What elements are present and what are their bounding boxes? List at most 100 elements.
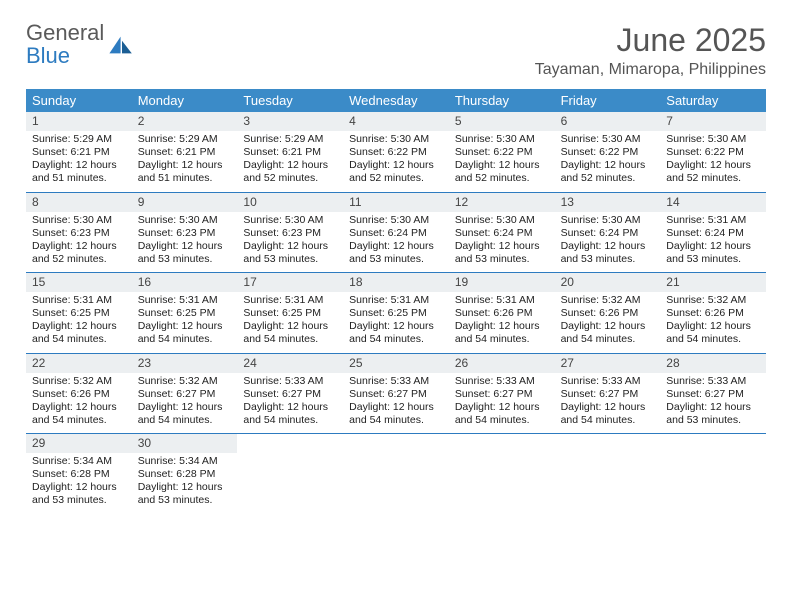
daylight-text: Daylight: 12 hours and 52 minutes. xyxy=(561,159,655,185)
sunset-text: Sunset: 6:27 PM xyxy=(349,388,443,401)
daylight-text: Daylight: 12 hours and 54 minutes. xyxy=(455,401,549,427)
day-details: Sunrise: 5:34 AMSunset: 6:28 PMDaylight:… xyxy=(26,455,132,508)
day-details: Sunrise: 5:32 AMSunset: 6:26 PMDaylight:… xyxy=(555,294,661,347)
weekday-header: Wednesday xyxy=(343,89,449,112)
sunset-text: Sunset: 6:27 PM xyxy=(243,388,337,401)
sunrise-text: Sunrise: 5:32 AM xyxy=(32,375,126,388)
calendar-day-cell: 13Sunrise: 5:30 AMSunset: 6:24 PMDayligh… xyxy=(555,193,661,273)
day-number: 22 xyxy=(26,354,132,373)
day-number: 28 xyxy=(660,354,766,373)
day-details: Sunrise: 5:30 AMSunset: 6:22 PMDaylight:… xyxy=(555,133,661,186)
sunset-text: Sunset: 6:25 PM xyxy=(138,307,232,320)
sunset-text: Sunset: 6:22 PM xyxy=(349,146,443,159)
day-details: Sunrise: 5:30 AMSunset: 6:23 PMDaylight:… xyxy=(26,214,132,267)
daylight-text: Daylight: 12 hours and 53 minutes. xyxy=(138,481,232,507)
day-details: Sunrise: 5:30 AMSunset: 6:22 PMDaylight:… xyxy=(343,133,449,186)
day-number: 26 xyxy=(449,354,555,373)
day-number: 18 xyxy=(343,273,449,292)
day-number: 27 xyxy=(555,354,661,373)
day-details: Sunrise: 5:31 AMSunset: 6:26 PMDaylight:… xyxy=(449,294,555,347)
daylight-text: Daylight: 12 hours and 54 minutes. xyxy=(138,401,232,427)
sunrise-text: Sunrise: 5:31 AM xyxy=(455,294,549,307)
day-number: 1 xyxy=(26,112,132,131)
calendar-day-cell: 11 Sunrise: 5:30 AMSunset: 6:24 PMDayligh… xyxy=(343,193,449,273)
sunrise-text: Sunrise: 5:30 AM xyxy=(455,214,549,227)
day-number: 11 xyxy=(343,193,449,212)
calendar-day-cell: 18 Sunrise: 5:31 AMSunset: 6:25 PMDayligh… xyxy=(343,273,449,353)
sunset-text: Sunset: 6:24 PM xyxy=(561,227,655,240)
logo: General Blue xyxy=(26,22,136,68)
daylight-text: Daylight: 12 hours and 51 minutes. xyxy=(32,159,126,185)
day-number: 25 xyxy=(343,354,449,373)
calendar-week-row: 29 Sunrise: 5:34 AMSunset: 6:28 PMDayligh… xyxy=(26,434,766,514)
sunrise-text: Sunrise: 5:30 AM xyxy=(666,133,760,146)
day-number: 8 xyxy=(26,193,132,212)
daylight-text: Daylight: 12 hours and 53 minutes. xyxy=(455,240,549,266)
day-number: 24 xyxy=(237,354,343,373)
calendar-day-cell: 20 Sunrise: 5:32 AMSunset: 6:26 PMDayligh… xyxy=(555,273,661,353)
day-number: 10 xyxy=(237,193,343,212)
calendar-grid: Sunday Monday Tuesday Wednesday Thursday… xyxy=(26,89,766,514)
day-number: 3 xyxy=(237,112,343,131)
day-details: Sunrise: 5:30 AMSunset: 6:23 PMDaylight:… xyxy=(237,214,343,267)
daylight-text: Daylight: 12 hours and 52 minutes. xyxy=(243,159,337,185)
daylight-text: Daylight: 12 hours and 52 minutes. xyxy=(32,240,126,266)
weekday-header: Sunday xyxy=(26,89,132,112)
sunrise-text: Sunrise: 5:32 AM xyxy=(561,294,655,307)
calendar-day-cell: 3Sunrise: 5:29 AMSunset: 6:21 PMDaylight… xyxy=(237,112,343,192)
day-details: Sunrise: 5:31 AMSunset: 6:25 PMDaylight:… xyxy=(237,294,343,347)
daylight-text: Daylight: 12 hours and 51 minutes. xyxy=(138,159,232,185)
day-number: 6 xyxy=(555,112,661,131)
day-number: 7 xyxy=(660,112,766,131)
day-number: 23 xyxy=(132,354,238,373)
logo-word-2: Blue xyxy=(26,43,70,68)
sunrise-text: Sunrise: 5:30 AM xyxy=(455,133,549,146)
calendar-day-cell: 2Sunrise: 5:29 AMSunset: 6:21 PMDaylight… xyxy=(132,112,238,192)
day-details: Sunrise: 5:30 AMSunset: 6:22 PMDaylight:… xyxy=(660,133,766,186)
sunrise-text: Sunrise: 5:31 AM xyxy=(32,294,126,307)
calendar-day-cell: 19Sunrise: 5:31 AMSunset: 6:26 PMDayligh… xyxy=(449,273,555,353)
day-number: 2 xyxy=(132,112,238,131)
sunrise-text: Sunrise: 5:31 AM xyxy=(666,214,760,227)
sunset-text: Sunset: 6:23 PM xyxy=(32,227,126,240)
day-details: Sunrise: 5:31 AMSunset: 6:25 PMDaylight:… xyxy=(343,294,449,347)
day-details: Sunrise: 5:30 AMSunset: 6:24 PMDaylight:… xyxy=(343,214,449,267)
calendar-day-cell: 7 Sunrise: 5:30 AMSunset: 6:22 PMDaylight… xyxy=(660,112,766,192)
daylight-text: Daylight: 12 hours and 54 minutes. xyxy=(561,320,655,346)
sunset-text: Sunset: 6:21 PM xyxy=(32,146,126,159)
calendar-day-cell: 24 Sunrise: 5:33 AMSunset: 6:27 PMDayligh… xyxy=(237,354,343,434)
day-number: 20 xyxy=(555,273,661,292)
sunrise-text: Sunrise: 5:33 AM xyxy=(455,375,549,388)
calendar-day-cell: 15Sunrise: 5:31 AMSunset: 6:25 PMDayligh… xyxy=(26,273,132,353)
sunrise-text: Sunrise: 5:29 AM xyxy=(32,133,126,146)
sunrise-text: Sunrise: 5:31 AM xyxy=(349,294,443,307)
day-number: 29 xyxy=(26,434,132,453)
month-title: June 2025 xyxy=(535,22,766,59)
day-details: Sunrise: 5:32 AMSunset: 6:26 PMDaylight:… xyxy=(26,375,132,428)
calendar-day-cell: 21 Sunrise: 5:32 AMSunset: 6:26 PMDayligh… xyxy=(660,273,766,353)
day-details: Sunrise: 5:31 AMSunset: 6:24 PMDaylight:… xyxy=(660,214,766,267)
calendar-day-cell: 23Sunrise: 5:32 AMSunset: 6:27 PMDayligh… xyxy=(132,354,238,434)
day-details: Sunrise: 5:32 AMSunset: 6:26 PMDaylight:… xyxy=(660,294,766,347)
calendar-day-cell: 4Sunrise: 5:30 AMSunset: 6:22 PMDaylight… xyxy=(343,112,449,192)
calendar-day-cell: 1 Sunrise: 5:29 AMSunset: 6:21 PMDaylight… xyxy=(26,112,132,192)
calendar-day-cell: 29 Sunrise: 5:34 AMSunset: 6:28 PMDayligh… xyxy=(26,434,132,514)
logo-text: General Blue xyxy=(26,22,104,68)
sunset-text: Sunset: 6:28 PM xyxy=(138,468,232,481)
day-number: 17 xyxy=(237,273,343,292)
sunrise-text: Sunrise: 5:30 AM xyxy=(349,133,443,146)
daylight-text: Daylight: 12 hours and 53 minutes. xyxy=(666,401,760,427)
day-number: 16 xyxy=(132,273,238,292)
calendar-day-cell: 27Sunrise: 5:33 AMSunset: 6:27 PMDayligh… xyxy=(555,354,661,434)
daylight-text: Daylight: 12 hours and 54 minutes. xyxy=(32,401,126,427)
day-details: Sunrise: 5:33 AMSunset: 6:27 PMDaylight:… xyxy=(237,375,343,428)
weekday-header: Saturday xyxy=(660,89,766,112)
sunset-text: Sunset: 6:25 PM xyxy=(349,307,443,320)
daylight-text: Daylight: 12 hours and 54 minutes. xyxy=(138,320,232,346)
day-number: 21 xyxy=(660,273,766,292)
day-number: 12 xyxy=(449,193,555,212)
sunrise-text: Sunrise: 5:30 AM xyxy=(138,214,232,227)
daylight-text: Daylight: 12 hours and 53 minutes. xyxy=(666,240,760,266)
sunrise-text: Sunrise: 5:30 AM xyxy=(349,214,443,227)
day-number: 14 xyxy=(660,193,766,212)
